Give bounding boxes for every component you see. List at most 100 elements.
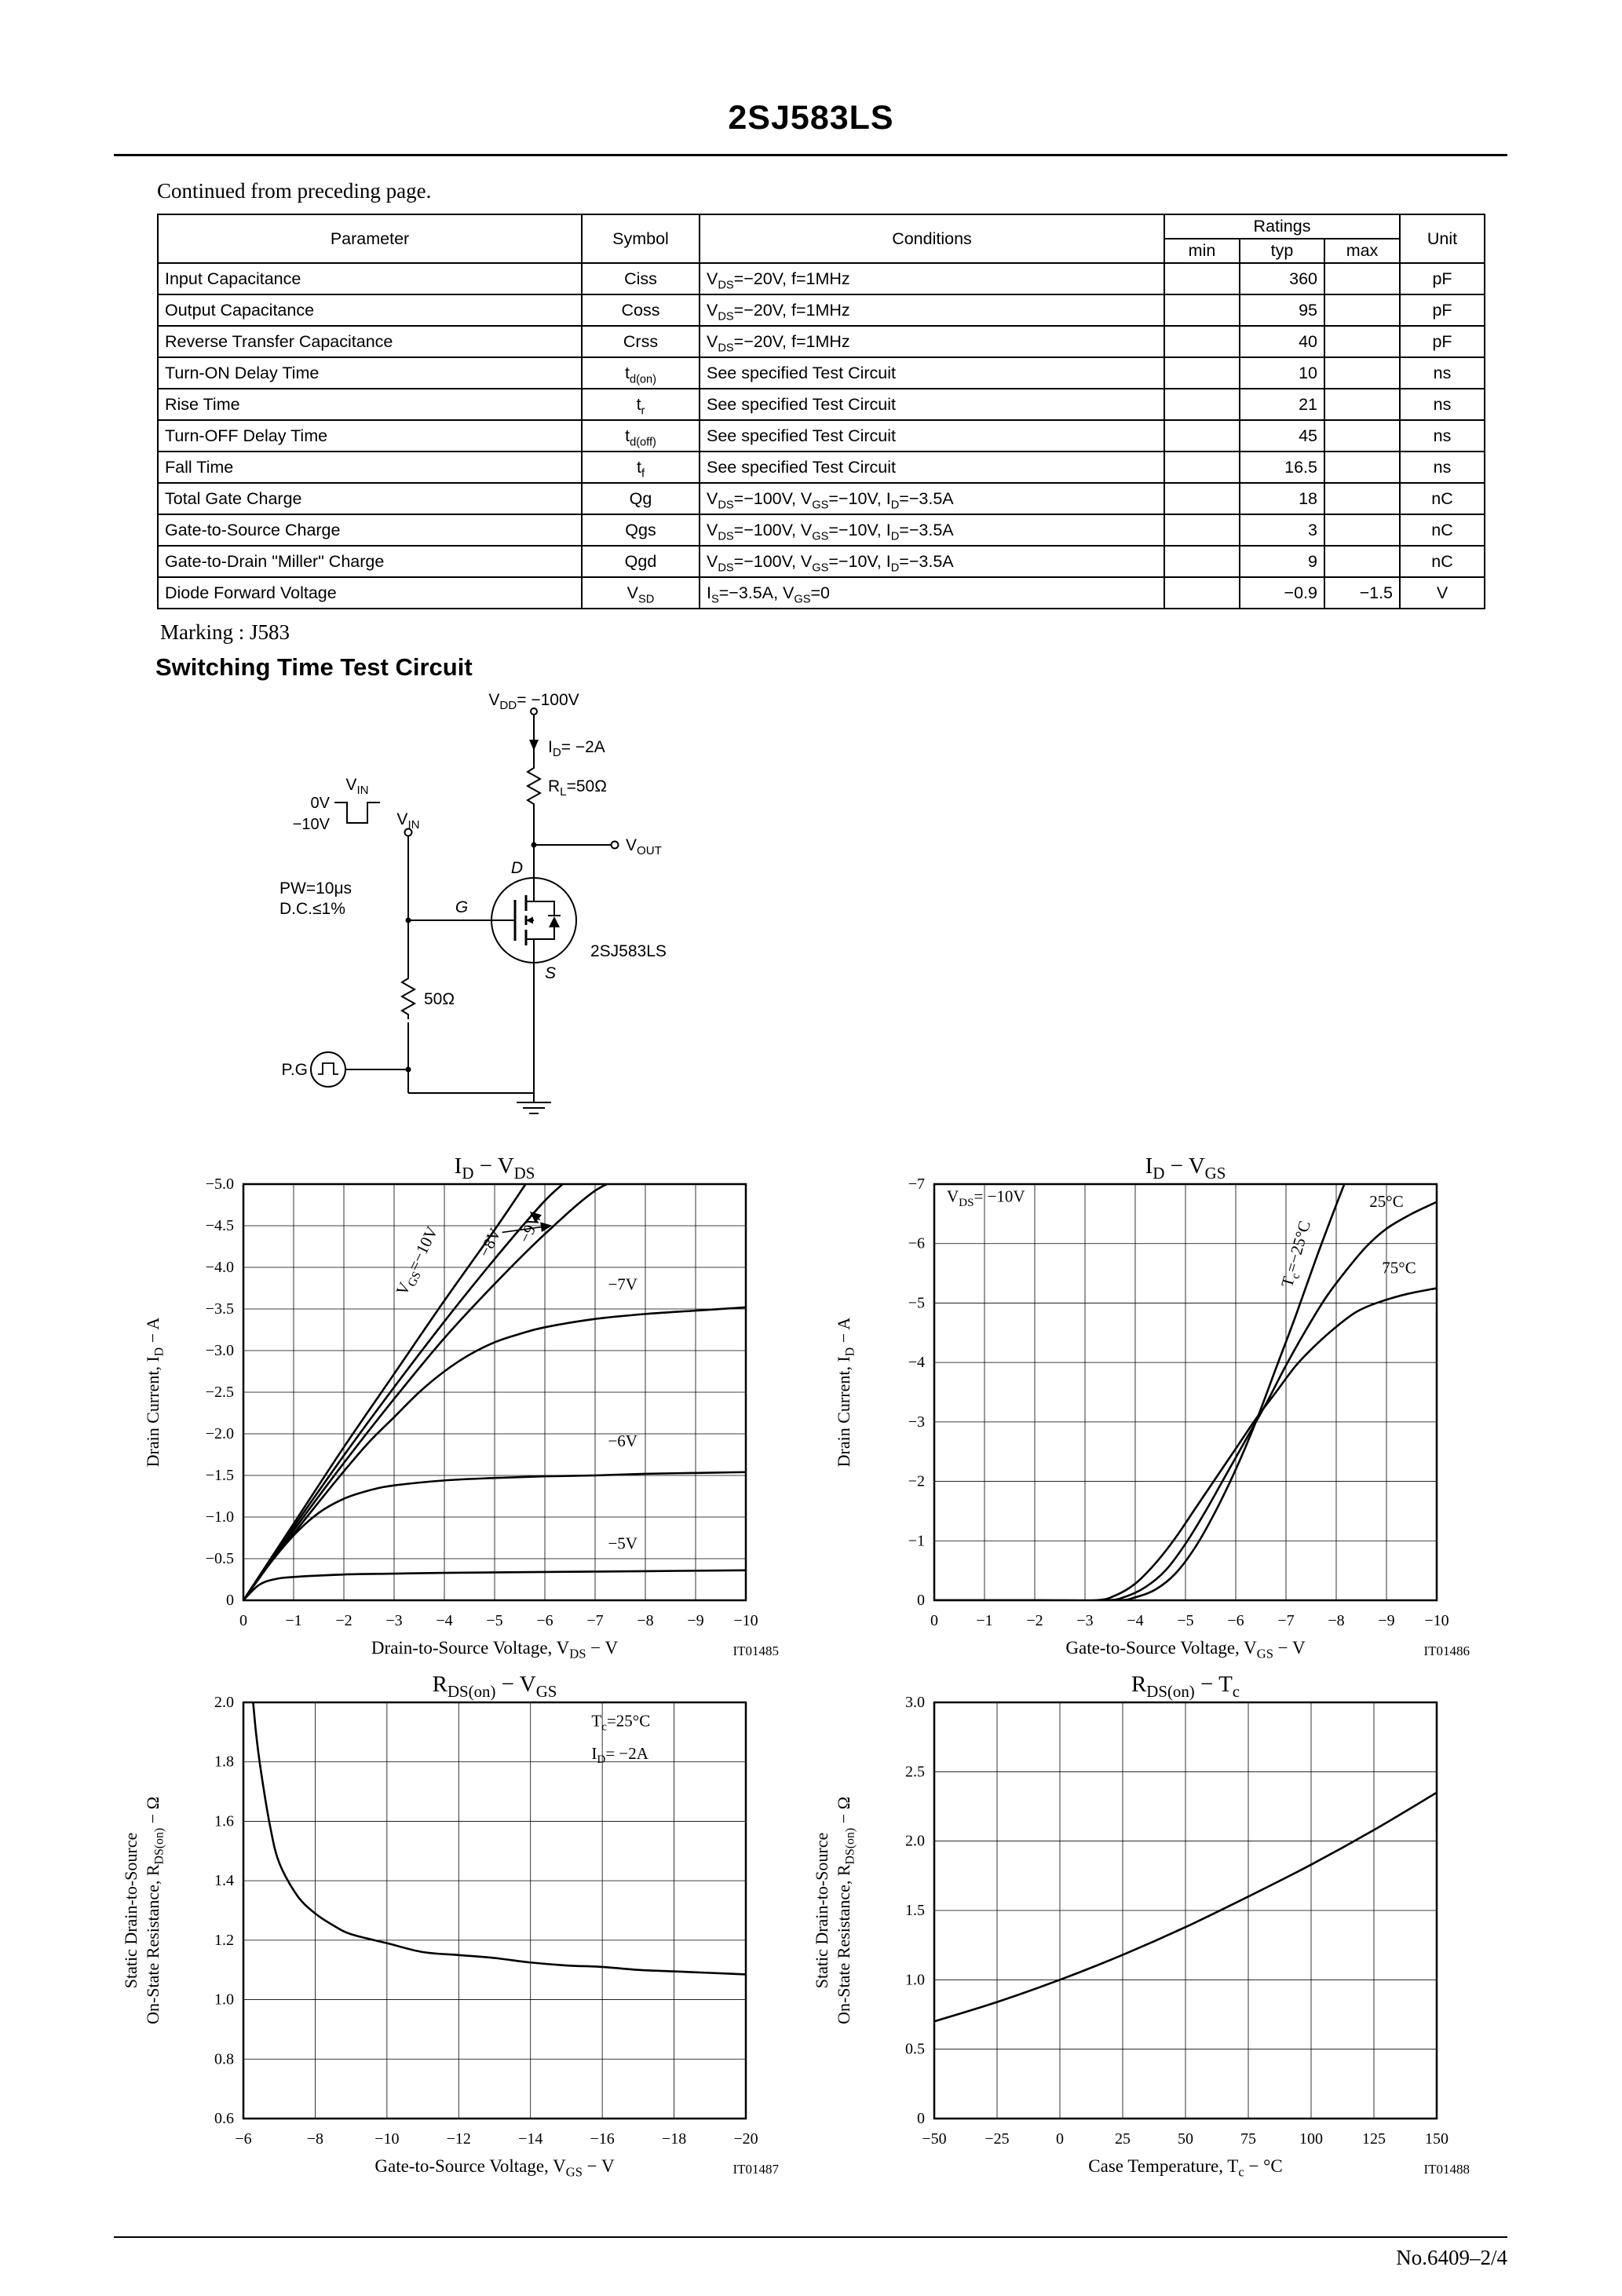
x-tick-label: −2 bbox=[1026, 1612, 1043, 1629]
chart-svg: 0 −1 −2 −3 −4 −5 −6 −7 −8 −9 −10 0 −1 −2 −3 −4 −5 −6 −7 ID … bbox=[834, 1153, 1470, 1662]
y-axis-caption: On-State Resistance, RDS(on) − Ω bbox=[143, 1797, 166, 2024]
chart-id-vds: 0 −1 −2 −3 −4 −5 −6 −7 −8 −9 −10 0 −0.5 −1.0 −1.5 −2.0 −… bbox=[110, 1153, 801, 1671]
y-tick-label: 0 bbox=[226, 1592, 234, 1609]
y-axis-caption: Static Drain-to-Source bbox=[121, 1833, 141, 1989]
x-tick-label: −6 bbox=[235, 2130, 251, 2148]
y-axis-caption: Drain Current, ID − A bbox=[143, 1318, 166, 1468]
table-cell: tf bbox=[581, 451, 700, 484]
y-tick-label: −2.5 bbox=[206, 1384, 234, 1401]
table-row: Reverse Transfer Capacitance Crss VDS=−20V… bbox=[157, 325, 1486, 358]
curve-label: −7V bbox=[608, 1275, 637, 1294]
annotation-leader bbox=[529, 1212, 542, 1223]
table-cell: Total Gate Charge bbox=[157, 482, 583, 515]
table-cell bbox=[1164, 545, 1240, 578]
table-row: Turn-ON Delay Time td(on) See specified Te… bbox=[157, 356, 1486, 389]
y-tick-label: 3.0 bbox=[905, 1694, 925, 1711]
x-tick-label: −25 bbox=[985, 2130, 1009, 2148]
table-row: Diode Forward Voltage VSD IS=−3.5A, VGS=0 −… bbox=[157, 576, 1486, 609]
table-cell: pF bbox=[1399, 262, 1486, 295]
table-cell bbox=[1323, 262, 1401, 295]
table-cell: VDS=−20V, f=1MHz bbox=[699, 294, 1165, 327]
table-row: Total Gate Charge Qg VDS=−100V, VGS=−10V, … bbox=[157, 482, 1486, 515]
y-tick-label: 0 bbox=[917, 1592, 925, 1609]
header-rule bbox=[114, 154, 1507, 156]
curve-VGS5V bbox=[243, 1569, 746, 1600]
x-tick-label: −20 bbox=[733, 2130, 758, 2148]
curve-label: 75°C bbox=[1382, 1259, 1416, 1278]
y-tick-label: 1.2 bbox=[214, 1932, 234, 1949]
chart-ref-id: IT01485 bbox=[732, 1643, 779, 1658]
x-tick-label: −9 bbox=[1378, 1612, 1394, 1629]
table-cell: IS=−3.5A, VGS=0 bbox=[699, 576, 1165, 609]
table-cell bbox=[1164, 356, 1240, 389]
table-cell bbox=[1323, 545, 1401, 578]
y-tick-label: −1 bbox=[908, 1532, 925, 1549]
chart-curves bbox=[934, 1791, 1437, 2023]
table-cell: 10 bbox=[1239, 356, 1325, 389]
section-heading: Switching Time Test Circuit bbox=[155, 653, 473, 681]
table-cell: td(on) bbox=[581, 356, 700, 389]
table-cell: Qg bbox=[581, 482, 700, 515]
x-tick-label: −3 bbox=[1076, 1612, 1093, 1629]
y-tick-label: −2.0 bbox=[206, 1425, 234, 1442]
table-cell: Output Capacitance bbox=[157, 294, 583, 327]
table-cell: ns bbox=[1399, 419, 1486, 452]
curve-label: VGS=−10V bbox=[392, 1223, 444, 1300]
x-tick-label: 0 bbox=[239, 1612, 247, 1629]
y-tick-label: 1.0 bbox=[905, 1971, 925, 1988]
x-tick-label: 75 bbox=[1240, 2130, 1256, 2148]
chart-grid bbox=[933, 1183, 1438, 1601]
x-tick-label: −16 bbox=[590, 2130, 615, 2148]
table-cell: 360 bbox=[1239, 262, 1325, 295]
chart-title: RDS(on) − Tc bbox=[1131, 1672, 1240, 1701]
device-label: 2SJ583LS bbox=[590, 942, 667, 960]
chart-svg: 0 −1 −2 −3 −4 −5 −6 −7 −8 −9 −10 0 −0.5 −1.0 −1.5 −2.0 −… bbox=[143, 1153, 779, 1662]
x-axis-caption: Drain-to-Source Voltage, VDS − V bbox=[371, 1638, 619, 1662]
y-tick-label: −0.5 bbox=[206, 1550, 234, 1567]
table-cell bbox=[1164, 294, 1240, 327]
x-tick-label: 125 bbox=[1362, 2130, 1386, 2148]
circuit-diagram-svg: VDD= −100V ID= −2A RL=50Ω VOUT D G S 2SJ… bbox=[279, 691, 667, 1114]
x-tick-label: −50 bbox=[922, 2130, 946, 2148]
curve-label: Tc=25°C bbox=[591, 1711, 650, 1733]
x-tick-label: −7 bbox=[1277, 1612, 1294, 1629]
table-row: Input Capacitance Ciss VDS=−20V, f=1MHz 360… bbox=[157, 262, 1486, 295]
table-cell bbox=[1323, 514, 1401, 547]
table-cell: VDS=−20V, f=1MHz bbox=[699, 262, 1165, 295]
y-tick-label: 1.5 bbox=[905, 1902, 925, 1919]
table-cell: 45 bbox=[1239, 419, 1325, 452]
curve-label: VDS= −10V bbox=[947, 1187, 1025, 1209]
curve-label: 25°C bbox=[1369, 1192, 1403, 1211]
x-tick-label: −1 bbox=[976, 1612, 992, 1629]
x-tick-label: −9 bbox=[687, 1612, 703, 1629]
x-tick-label: −12 bbox=[447, 2130, 471, 2148]
y-tick-label: 1.4 bbox=[214, 1872, 234, 1889]
table-cell: V bbox=[1399, 576, 1486, 609]
table-cell bbox=[1323, 294, 1401, 327]
chart-curves bbox=[243, 1184, 746, 1600]
characteristics-table-section: Parameter Symbol Conditions Ratings Unit min t… bbox=[157, 214, 1486, 609]
x-tick-label: −3 bbox=[385, 1612, 402, 1629]
table-cell: VDS=−100V, VGS=−10V, ID=−3.5A bbox=[699, 482, 1165, 515]
curve-Tc25C bbox=[934, 1184, 1346, 1600]
y-tick-label: −3.0 bbox=[206, 1342, 234, 1359]
x-tick-label: −5 bbox=[486, 1612, 502, 1629]
pulse-generator-icon bbox=[310, 1051, 346, 1088]
table-cell: VDS=−20V, f=1MHz bbox=[699, 325, 1165, 358]
x-axis-caption: Gate-to-Source Voltage, VGS − V bbox=[1065, 1638, 1306, 1662]
y-tick-label: 0 bbox=[917, 2110, 925, 2127]
source-pin-label: S bbox=[545, 964, 556, 982]
load-resistor-icon bbox=[525, 763, 542, 809]
table-cell: tr bbox=[581, 388, 700, 421]
table-cell bbox=[1323, 419, 1401, 452]
table-cell: Turn-OFF Delay Time bbox=[157, 419, 583, 452]
chart-id-vgs: 0 −1 −2 −3 −4 −5 −6 −7 −8 −9 −10 0 −1 −2 −3 −4 −5 −6 −7 ID … bbox=[801, 1153, 1492, 1671]
gate-resistor-icon bbox=[400, 974, 417, 1019]
table-cell: VSD bbox=[581, 576, 700, 609]
plot-border bbox=[242, 1183, 747, 1602]
vout-terminal bbox=[610, 840, 619, 850]
column-header: min bbox=[1164, 238, 1240, 264]
vin-node-label: VIN bbox=[396, 810, 419, 832]
chart-grid bbox=[243, 1702, 747, 2119]
